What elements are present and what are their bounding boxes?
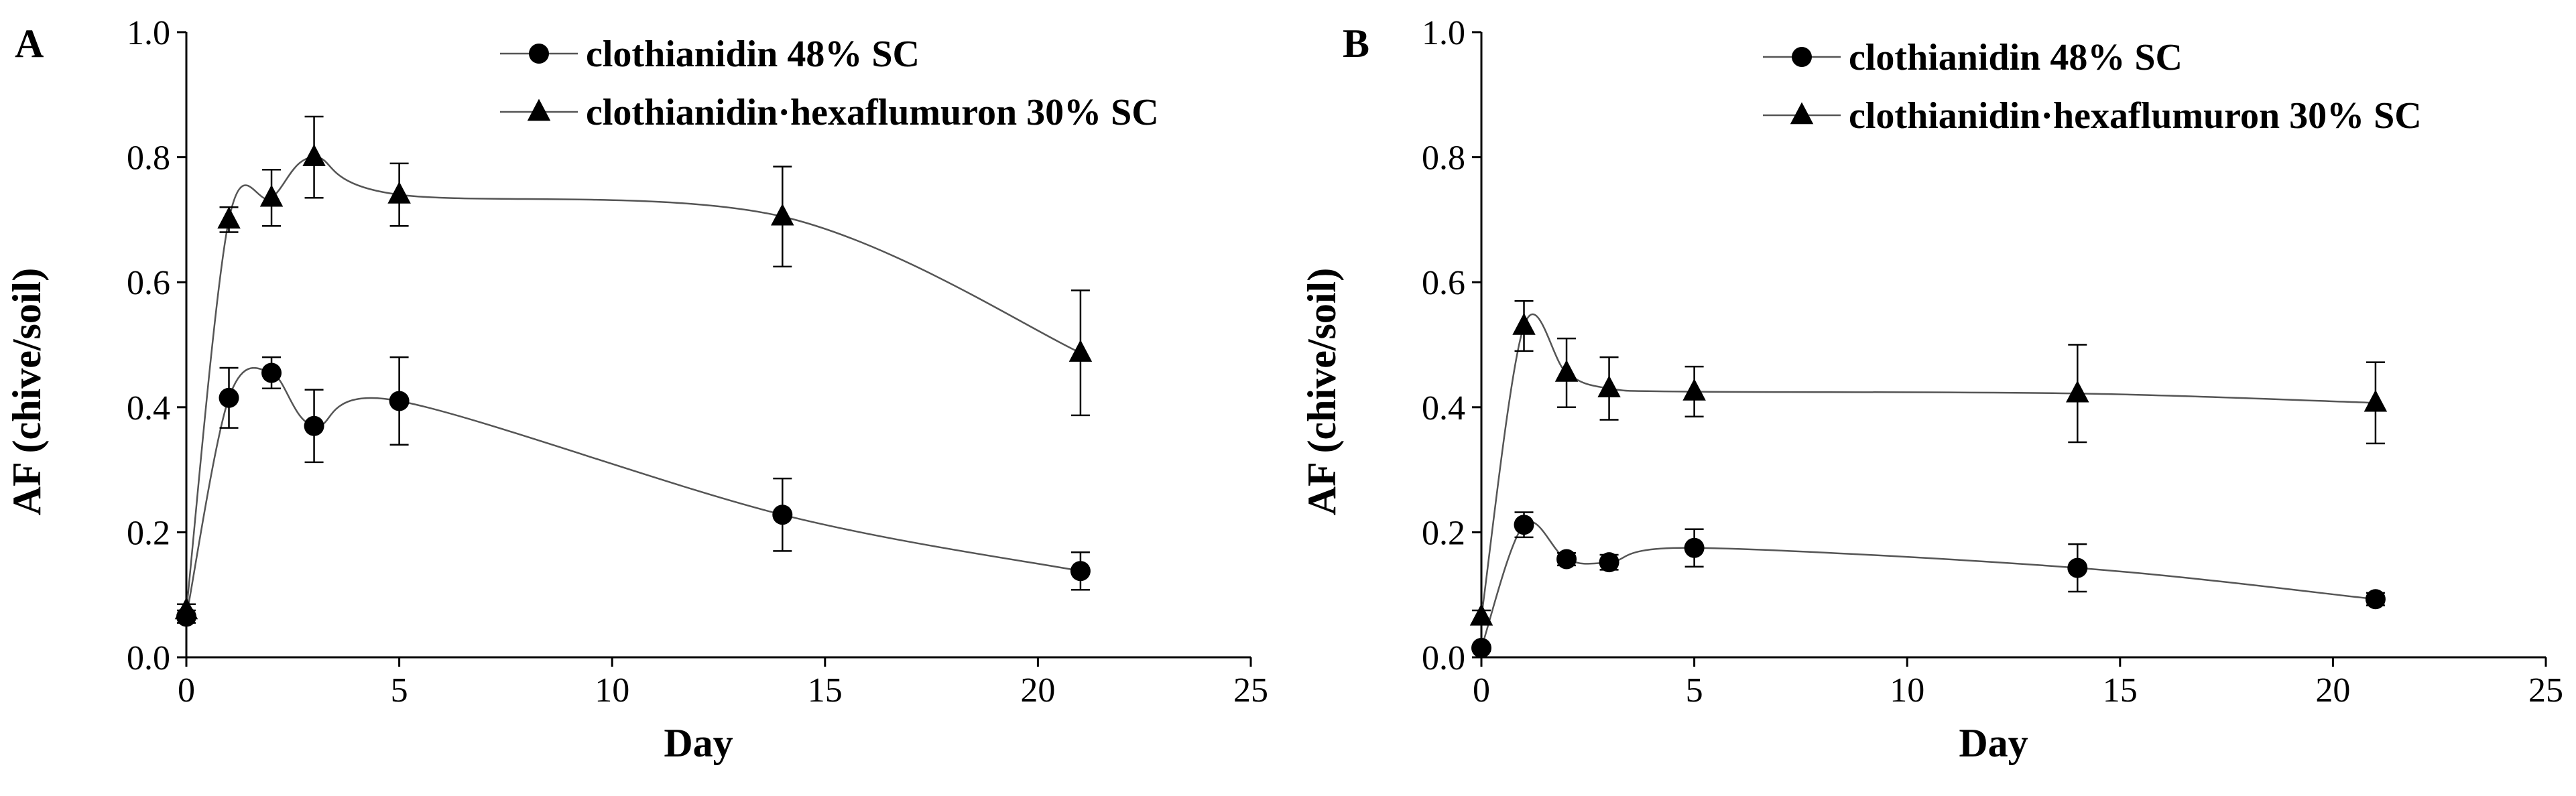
panel-a-series-2-line [185,156,1081,611]
panel-b-series-2-point [2364,389,2388,412]
panel-b-series-2-point [1682,378,1706,401]
panel-b-series-1 [1471,511,2386,659]
legend-marker [1790,102,1814,125]
panel-a-series-2-point [259,184,284,207]
panel-a-series-2-point [1068,340,1093,362]
panel-a-letter: A [15,21,44,66]
panel-b-y-tick-label: 0.6 [1422,264,1465,302]
panel-b: B 0.0 0.2 0.4 0.6 0.8 1.0 0 5 10 15 20 25 Day AF (chiv… [1300,14,2563,765]
panel-a-y-axis-title: AF (chive/soil) [5,268,49,515]
panel-a-x-tick-label: 25 [1233,671,1268,710]
panel-a-series-1-line [185,367,1081,617]
panel-b-series-2-point [1597,375,1621,398]
panel-b-series-1-point [1599,552,1619,573]
panel-b-y-axis-title: AF (chive/soil) [1300,268,1344,515]
panel-b-series-1-point [2365,589,2386,610]
panel-a-legend-item-2: clothianidin·hexaflumuron 30% SC [500,92,1159,133]
panel-a-x-tick-label: 0 [178,671,195,710]
panel-b-series-1-point [1471,638,1491,659]
legend-marker [527,98,551,121]
panel-a-x-tick-label: 10 [595,671,629,710]
panel-a-x-tick-label: 5 [391,671,408,710]
panel-a-series-2-point [174,597,198,620]
panel-b-y-tick-label: 0.8 [1422,139,1465,178]
panel-b-series-1-point [1684,537,1705,558]
legend-label: clothianidin·hexaflumuron 30% SC [586,92,1159,133]
panel-a-series-2 [174,115,1093,620]
panel-a-series-2-point [387,182,411,204]
panel-b-y-tick-label: 0.4 [1422,389,1465,427]
legend-marker [529,44,549,64]
legend-label: clothianidin 48% SC [1849,37,2183,78]
panel-a-series-1-point [304,415,324,436]
panel-a-series-2-point [771,203,794,226]
panel-a-series-2-point [302,144,326,166]
panel-b-y-tick-label: 0.2 [1422,514,1465,552]
panel-b-x-tick-label: 0 [1473,671,1490,710]
panel-a-series-1-point [219,387,239,408]
panel-b-x-tick-label: 15 [2103,671,2138,710]
panel-a-legend: clothianidin 48% SC clothianidin·hexaflum… [500,34,1159,133]
panel-a-series-1-point [389,391,410,411]
panel-a-series-1 [176,356,1091,627]
panel-b-y-tick-label: 0.0 [1422,639,1465,677]
panel-a-series-1-point [772,505,793,525]
legend-label: clothianidin·hexaflumuron 30% SC [1849,95,2422,137]
panel-a-y-tick-label: 0.2 [127,514,170,552]
panel-b-series-2-line [1480,313,2376,617]
panel-b-series-2-point [1469,603,1493,626]
panel-b-x-tick-label: 10 [1890,671,1924,710]
panel-b-y-tick-label: 1.0 [1422,14,1465,52]
panel-b-x-axis-title: Day [1959,721,2028,765]
panel-a-legend-item-1: clothianidin 48% SC [500,34,920,75]
panel-a-x-tick-label: 20 [1020,671,1055,710]
panel-b-legend-item-2: clothianidin·hexaflumuron 30% SC [1763,95,2422,137]
panel-a-series-1-point [1070,561,1091,582]
panel-b-series-2-point [2066,380,2089,403]
panel-a-y-tick-label: 1.0 [127,14,170,52]
panel-a-y-tick-label: 0.0 [127,639,170,677]
panel-b-series-1-point [2067,557,2088,578]
panel-b-series-1-point [1514,515,1534,535]
panel-a: A 0.0 0.2 0.4 0.6 0.8 1.0 0 5 10 15 20 25 Day AF (chiv… [5,14,1268,765]
panel-b-series-1-line [1480,521,2376,649]
panel-a-y-tick-label: 0.4 [127,389,170,427]
panel-a-x-axis-title: Day [664,721,733,765]
panel-b-series-2-point [1512,312,1536,335]
panel-b-series-2-point [1554,359,1579,382]
panel-b-legend-item-1: clothianidin 48% SC [1763,37,2183,78]
panel-a-x-tick-label: 15 [808,671,843,710]
legend-label: clothianidin 48% SC [586,34,920,75]
panel-a-y-tick-label: 0.8 [127,139,170,178]
panel-b-series-1-point [1556,549,1577,570]
panel-b-letter: B [1343,21,1369,66]
panel-a-series-1-point [261,362,282,383]
panel-a-y-tick-label: 0.6 [127,264,170,302]
panel-b-x-tick-label: 5 [1686,671,1703,710]
panel-b-series-2 [1469,300,2388,626]
panel-b-x-tick-label: 20 [2315,671,2350,710]
panel-b-legend: clothianidin 48% SC clothianidin·hexaflum… [1763,37,2422,137]
legend-marker [1792,47,1812,67]
panel-a-series-2-point [217,206,241,229]
panel-b-x-tick-label: 25 [2528,671,2563,710]
